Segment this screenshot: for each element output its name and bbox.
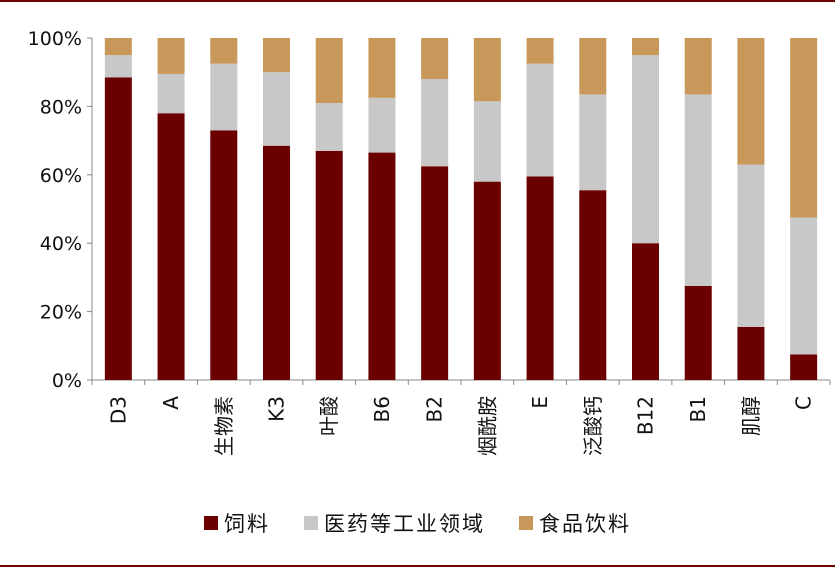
bar-segment-1-11 (684, 94, 712, 286)
bar-segment-1-6 (421, 79, 449, 167)
legend-item-pharma: 医药等工业领域 (304, 508, 485, 538)
bar-segment-2-1 (157, 38, 185, 74)
x-tick-label: E (528, 396, 552, 409)
bar-segment-1-10 (632, 55, 659, 244)
bar-segment-2-4 (315, 38, 343, 103)
bar-segment-2-13 (790, 38, 818, 218)
bar-segment-1-3 (263, 72, 290, 146)
x-tick-label: B12 (634, 396, 658, 435)
bars (104, 38, 818, 381)
x-tick-label: B1 (686, 396, 710, 422)
x-tick-label: 肌醇 (739, 396, 763, 436)
bar-segment-1-4 (315, 102, 343, 151)
bar-segment-0-13 (790, 354, 818, 380)
y-tick-label: 60% (40, 165, 82, 187)
y-tick-labels: 0% 20% 40% 60% 80% 100% (28, 28, 82, 392)
legend-swatch-food (519, 516, 533, 530)
bar-segment-2-11 (684, 38, 712, 95)
bar-segment-2-5 (368, 38, 396, 98)
legend-label-feed: 饲料 (224, 512, 270, 536)
x-tick-label: D3 (106, 396, 130, 424)
bar-segment-1-8 (526, 63, 554, 177)
bar-segment-1-7 (473, 101, 501, 182)
y-tick-label: 100% (28, 28, 82, 50)
bar-segment-0-7 (473, 181, 501, 380)
y-tick-label: 80% (40, 96, 82, 118)
bar-segment-1-13 (790, 217, 818, 355)
legend-swatch-pharma (304, 516, 318, 530)
x-tick-label: 生物素 (212, 396, 236, 456)
x-tick-label: K3 (265, 396, 289, 422)
x-tick-label: B6 (370, 396, 394, 422)
legend-item-feed: 饲料 (204, 508, 270, 538)
x-tick-label: 烟酰胺 (475, 396, 499, 456)
y-tick-label: 20% (40, 302, 82, 324)
bar-segment-2-3 (263, 38, 290, 73)
x-tick-label: 泛酸钙 (581, 396, 605, 456)
bar-segment-0-6 (421, 166, 449, 380)
x-tick-label: B2 (423, 396, 447, 422)
bar-segment-1-12 (737, 164, 765, 327)
bar-segment-0-12 (737, 326, 765, 380)
legend-item-food: 食品饮料 (519, 508, 631, 538)
stacked-bar-chart: 0% 20% 40% 60% 80% 100% D3 A 生物素 K3 叶酸 B6 B2 烟酰胺 E 泛酸钙… (28, 28, 831, 456)
bar-segment-2-2 (210, 38, 238, 64)
bar-segment-1-9 (579, 94, 607, 191)
legend-swatch-feed (204, 516, 218, 530)
bar-segment-0-8 (526, 176, 554, 380)
bar-segment-0-11 (684, 285, 712, 380)
legend: 饲料 医药等工业领域 食品饮料 (0, 508, 835, 538)
bar-segment-0-9 (579, 190, 607, 380)
bar-segment-0-1 (157, 113, 185, 381)
x-tick-labels: D3 A 生物素 K3 叶酸 B6 B2 烟酰胺 E 泛酸钙 B12 B1 肌醇 C (106, 396, 815, 456)
bar-segment-0-5 (368, 152, 396, 380)
y-tick-label: 40% (40, 233, 82, 255)
bar-segment-2-10 (632, 38, 659, 56)
x-tick-label: C (792, 396, 816, 410)
x-tick-label: A (159, 396, 183, 410)
bar-segment-2-6 (421, 38, 449, 80)
bar-segment-1-2 (210, 63, 238, 131)
bar-segment-0-4 (315, 150, 343, 380)
bar-segment-0-3 (263, 145, 290, 380)
axes (87, 37, 831, 385)
bar-segment-1-5 (368, 97, 396, 153)
x-tick-label: 叶酸 (317, 396, 341, 436)
bar-segment-2-0 (104, 38, 132, 56)
bar-segment-0-2 (210, 130, 238, 380)
y-tick-label: 0% (52, 370, 82, 392)
bar-segment-1-1 (157, 73, 185, 114)
bar-segment-0-10 (632, 243, 659, 380)
legend-label-pharma: 医药等工业领域 (324, 512, 485, 536)
bar-segment-2-8 (526, 38, 554, 64)
bar-segment-1-0 (104, 55, 132, 78)
bar-segment-2-12 (737, 38, 765, 165)
bar-segment-2-9 (579, 38, 607, 95)
bar-segment-2-7 (473, 38, 501, 102)
bar-segment-0-0 (104, 77, 132, 380)
legend-label-food: 食品饮料 (539, 512, 631, 536)
